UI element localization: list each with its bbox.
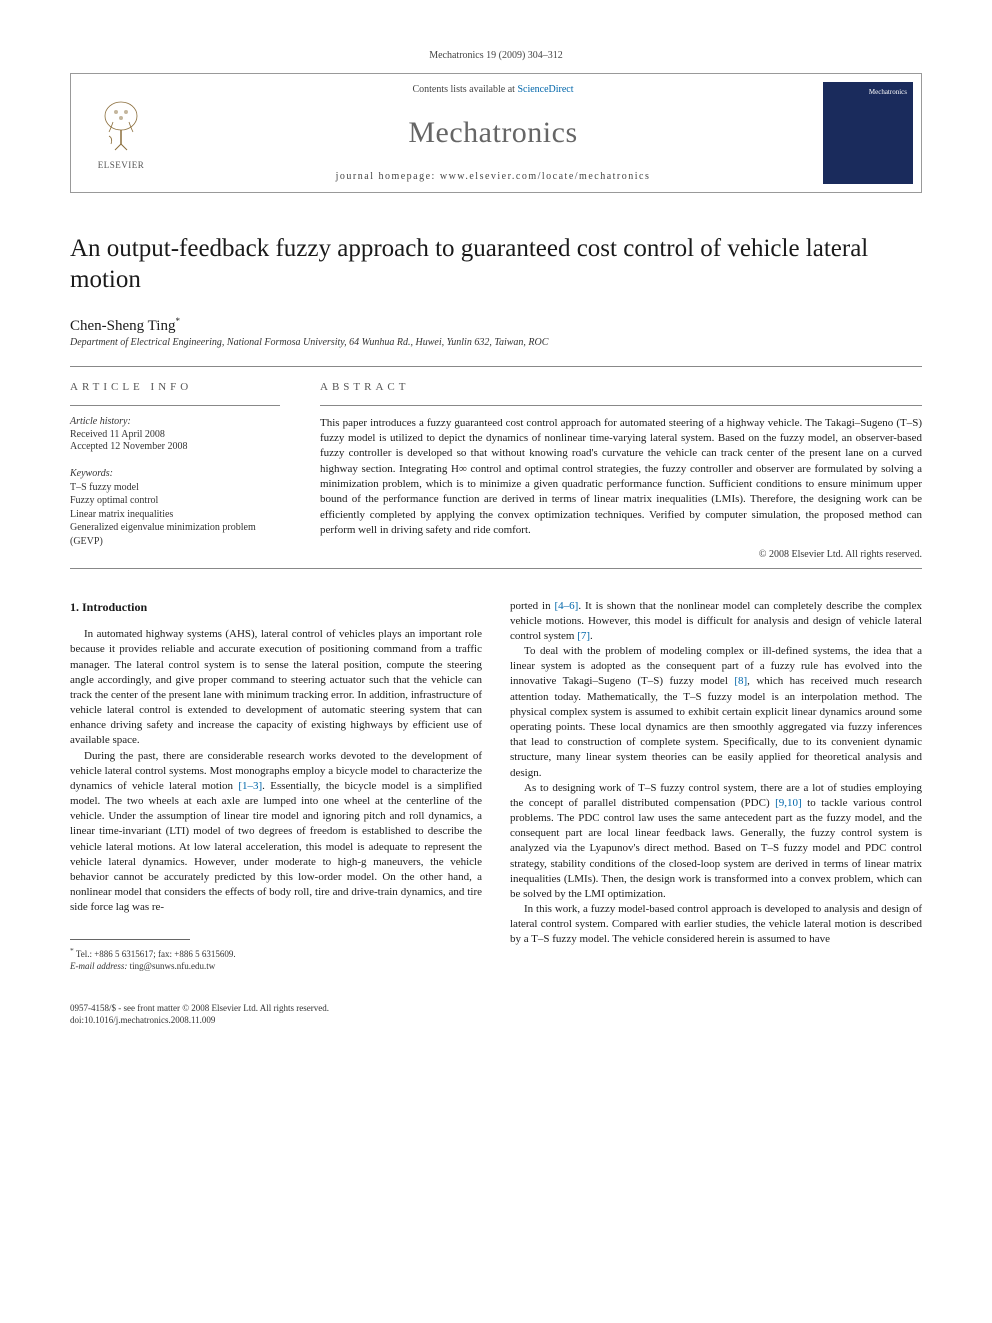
contents-prefix: Contents lists available at: [412, 84, 517, 95]
journal-banner: ELSEVIER Contents lists available at Sci…: [70, 73, 922, 193]
article-info-heading: ARTICLE INFO: [70, 381, 280, 393]
body-paragraph: In this work, a fuzzy model-based contro…: [510, 902, 922, 948]
email-label: E-mail address:: [70, 961, 127, 971]
publisher-name: ELSEVIER: [98, 160, 145, 170]
footer-doi: doi:10.1016/j.mechatronics.2008.11.009: [70, 1015, 922, 1027]
article-info-block: ARTICLE INFO Article history: Received 1…: [70, 381, 280, 560]
body-paragraph: During the past, there are considerable …: [70, 749, 482, 916]
body-paragraph: In automated highway systems (AHS), late…: [70, 627, 482, 748]
body-text: ported in: [510, 600, 555, 612]
banner-center: Contents lists available at ScienceDirec…: [171, 74, 815, 192]
article-title: An output-feedback fuzzy approach to gua…: [70, 233, 922, 296]
author-text: Chen-Sheng Ting: [70, 318, 175, 334]
contents-line: Contents lists available at ScienceDirec…: [171, 84, 815, 95]
homepage-line: journal homepage: www.elsevier.com/locat…: [171, 171, 815, 182]
reference-link[interactable]: [7]: [577, 630, 590, 642]
author-marker: *: [175, 316, 180, 326]
divider-top: [70, 366, 922, 367]
homepage-url[interactable]: www.elsevier.com/locate/mechatronics: [440, 171, 651, 182]
keyword: T–S fuzzy model: [70, 481, 280, 495]
abstract-text: This paper introduces a fuzzy guaranteed…: [320, 416, 922, 539]
reference-link[interactable]: [8]: [734, 675, 747, 687]
cover-title: Mechatronics: [829, 88, 907, 96]
history-label: Article history:: [70, 416, 280, 427]
body-text: . Essentially, the bicycle model is a si…: [70, 780, 482, 913]
body-column-right: ported in [4–6]. It is shown that the no…: [510, 599, 922, 973]
abstract-block: ABSTRACT This paper introduces a fuzzy g…: [320, 381, 922, 560]
footer-issn: 0957-4158/$ - see front matter © 2008 El…: [70, 1003, 922, 1015]
publisher-logo-box: ELSEVIER: [71, 74, 171, 192]
section-heading: 1. Introduction: [70, 599, 482, 616]
journal-name: Mechatronics: [171, 116, 815, 150]
body-column-left: 1. Introduction In automated highway sys…: [70, 599, 482, 973]
journal-cover-thumbnail: Mechatronics: [823, 82, 913, 184]
keyword: Fuzzy optimal control: [70, 494, 280, 508]
sciencedirect-link[interactable]: ScienceDirect: [517, 84, 573, 95]
journal-citation: Mechatronics 19 (2009) 304–312: [70, 50, 922, 61]
reference-link[interactable]: [9,10]: [775, 797, 802, 809]
author-name: Chen-Sheng Ting*: [70, 316, 922, 335]
homepage-prefix: journal homepage:: [336, 171, 440, 182]
footnote-marker: *: [70, 946, 74, 955]
reference-link[interactable]: [4–6]: [555, 600, 579, 612]
abstract-copyright: © 2008 Elsevier Ltd. All rights reserved…: [320, 549, 922, 560]
abstract-heading: ABSTRACT: [320, 381, 922, 393]
body-paragraph: As to designing work of T–S fuzzy contro…: [510, 781, 922, 902]
body-columns: 1. Introduction In automated highway sys…: [70, 599, 922, 973]
divider-bottom: [70, 568, 922, 569]
footnote-tel: Tel.: +886 5 6315617; fax: +886 5 631560…: [76, 949, 236, 959]
info-divider: [70, 405, 280, 406]
body-paragraph: ported in [4–6]. It is shown that the no…: [510, 599, 922, 645]
body-text: , which has received much research atten…: [510, 675, 922, 778]
elsevier-tree-icon: [91, 96, 151, 156]
body-text: .: [590, 630, 593, 642]
accepted-date: Accepted 12 November 2008: [70, 441, 280, 452]
keyword: Linear matrix inequalities: [70, 508, 280, 522]
email-address[interactable]: ting@sunws.nfu.edu.tw: [130, 961, 216, 971]
received-date: Received 11 April 2008: [70, 429, 280, 440]
meta-columns: ARTICLE INFO Article history: Received 1…: [70, 381, 922, 560]
footnote-divider: [70, 939, 190, 940]
body-paragraph: To deal with the problem of modeling com…: [510, 644, 922, 781]
keywords-label: Keywords:: [70, 468, 280, 479]
reference-link[interactable]: [1–3]: [238, 780, 262, 792]
body-text: to tackle various control problems. The …: [510, 797, 922, 900]
affiliation: Department of Electrical Engineering, Na…: [70, 337, 922, 348]
corresponding-footnote: * Tel.: +886 5 6315617; fax: +886 5 6315…: [70, 946, 482, 972]
footer-info: 0957-4158/$ - see front matter © 2008 El…: [70, 1003, 922, 1026]
abstract-divider: [320, 405, 922, 406]
keyword: Generalized eigenvalue minimization prob…: [70, 521, 280, 548]
